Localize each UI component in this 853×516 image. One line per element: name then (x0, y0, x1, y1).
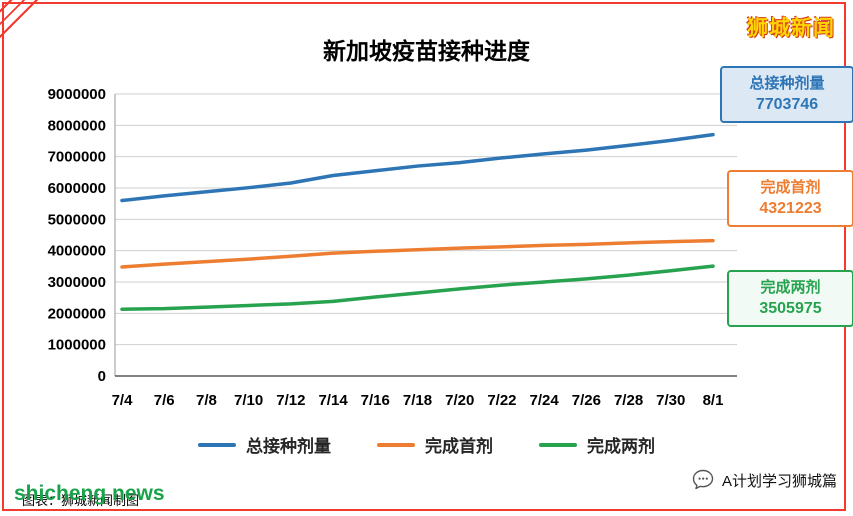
svg-text:4000000: 4000000 (48, 243, 106, 260)
legend-label: 完成两剂 (587, 437, 655, 456)
svg-text:7/24: 7/24 (530, 392, 560, 409)
legend-line-swatch-blue (198, 442, 236, 447)
legend-item-two-doses: 完成两剂 (539, 432, 655, 457)
legend-label: 完成首剂 (425, 437, 493, 456)
callout-label: 完成两剂 (760, 279, 821, 296)
footer-account-name: A计划学习狮城篇 (721, 472, 837, 490)
callout-label: 总接种剂量 (749, 75, 825, 92)
svg-text:7/18: 7/18 (403, 392, 432, 409)
callout-value: 7703746 (755, 96, 819, 113)
svg-text:7/22: 7/22 (487, 392, 516, 409)
svg-text:2000000: 2000000 (48, 305, 106, 322)
chat-bubble-icon (691, 468, 715, 492)
legend-label: 总接种剂量 (246, 437, 331, 456)
svg-text:7/26: 7/26 (572, 392, 601, 409)
callout-value: 3505975 (759, 300, 822, 317)
svg-text:7/10: 7/10 (234, 392, 263, 409)
svg-text:8/1: 8/1 (703, 392, 724, 409)
svg-text:7/14: 7/14 (318, 392, 348, 409)
chart-title: 新加坡疫苗接种进度 (323, 38, 530, 64)
legend-line-swatch-green (539, 442, 577, 447)
svg-text:7000000: 7000000 (48, 149, 106, 166)
footer-account: A计划学习狮城篇 (691, 468, 837, 492)
svg-text:0: 0 (98, 368, 106, 385)
svg-text:1000000: 1000000 (48, 337, 106, 354)
legend-item-total: 总接种剂量 (198, 432, 331, 457)
svg-text:7/8: 7/8 (196, 392, 217, 409)
chart-legend: 总接种剂量 完成首剂 完成两剂 (0, 432, 853, 457)
svg-text:7/16: 7/16 (361, 392, 390, 409)
callout-label: 完成首剂 (760, 179, 821, 196)
callout-total-doses: 总接种剂量 7703746 (720, 66, 853, 123)
svg-text:7/12: 7/12 (276, 392, 305, 409)
svg-text:8000000: 8000000 (48, 117, 106, 134)
svg-text:6000000: 6000000 (48, 180, 106, 197)
legend-line-swatch-orange (377, 442, 415, 447)
callout-two-doses: 完成两剂 3505975 (727, 270, 853, 327)
brand-logo: 狮城新闻 (747, 17, 835, 40)
svg-text:7/30: 7/30 (656, 392, 685, 409)
svg-text:7/6: 7/6 (154, 392, 175, 409)
svg-text:7/4: 7/4 (112, 392, 134, 409)
legend-item-first-dose: 完成首剂 (377, 432, 493, 457)
callout-first-dose: 完成首剂 4321223 (727, 170, 853, 227)
callout-value: 4321223 (759, 200, 822, 217)
watermark-text: shicheng news (14, 482, 165, 505)
chart-source-caption: 图表：狮城新闻制图 (22, 493, 140, 508)
svg-text:7/20: 7/20 (445, 392, 474, 409)
svg-text:3000000: 3000000 (48, 274, 106, 291)
svg-text:7/28: 7/28 (614, 392, 643, 409)
svg-text:5000000: 5000000 (48, 211, 106, 228)
svg-text:9000000: 9000000 (48, 86, 106, 103)
